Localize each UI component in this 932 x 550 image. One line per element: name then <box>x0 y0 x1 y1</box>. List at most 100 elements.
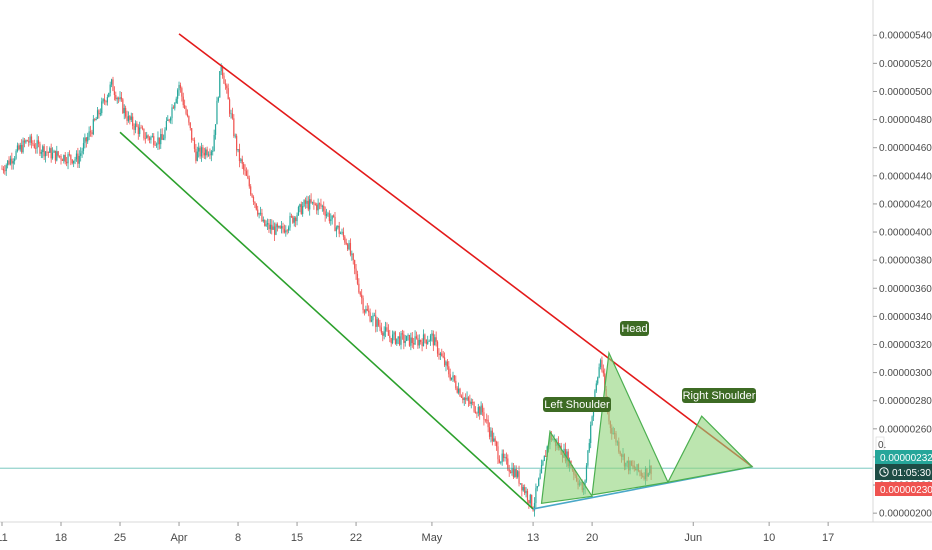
candle-body <box>362 298 364 311</box>
time-tick-label: Jun <box>684 532 702 544</box>
price-tick-label: 0.00000280 <box>879 396 932 407</box>
candle-body <box>129 115 131 120</box>
candle-body <box>304 200 307 204</box>
resistance-trendline[interactable] <box>178 33 753 468</box>
candle-body <box>266 223 269 225</box>
candle-body <box>529 494 531 504</box>
candle-body <box>22 140 24 153</box>
candle-body <box>348 242 350 250</box>
candle-body <box>195 148 197 161</box>
candle-body <box>92 119 94 135</box>
candle-body <box>373 315 375 317</box>
support-trendline[interactable] <box>119 131 534 510</box>
candle-body <box>542 460 544 466</box>
candle-body <box>196 151 198 161</box>
candle-body <box>539 473 541 479</box>
candle-body <box>89 131 92 133</box>
time-axis-panel[interactable] <box>0 522 873 550</box>
candle-body <box>60 156 62 160</box>
candle-body <box>345 242 347 245</box>
candle-body <box>23 140 26 143</box>
price-axis-panel[interactable] <box>873 0 932 522</box>
candle-body <box>133 125 135 130</box>
candle-body <box>517 471 519 477</box>
time-tick-label: 13 <box>527 532 539 544</box>
candle-body <box>486 419 488 421</box>
candle-body <box>130 116 132 120</box>
candle-body <box>200 147 203 157</box>
candle-body <box>168 119 170 121</box>
candle-body <box>493 438 495 442</box>
candle-body <box>116 98 118 100</box>
candle-body <box>206 149 208 156</box>
candle-body <box>94 119 96 121</box>
candle-body <box>474 411 477 413</box>
candle-body <box>397 336 399 339</box>
candle-body <box>273 226 276 235</box>
candle-body <box>184 105 186 109</box>
candle-body <box>167 119 169 121</box>
candle-body <box>212 150 214 152</box>
candle-body <box>51 152 54 159</box>
candle-body <box>49 148 51 153</box>
time-tick-label: 20 <box>586 532 598 544</box>
candle-body <box>109 84 111 93</box>
candle-body <box>46 151 48 153</box>
candle-body <box>328 213 330 222</box>
candle-body <box>283 229 286 233</box>
candle-body <box>507 458 509 470</box>
candle-body <box>192 139 194 141</box>
candle-body <box>522 487 524 491</box>
candle-body <box>241 159 243 164</box>
candle-body <box>604 373 606 390</box>
candle-body <box>264 219 266 226</box>
candle-body <box>2 168 5 171</box>
candle-body <box>480 405 482 415</box>
annotation-left-shoulder[interactable]: Left Shoulder <box>543 397 611 412</box>
candle-body <box>140 127 142 129</box>
candle-body <box>502 453 505 459</box>
price-tick-label: 0.00000520 <box>879 59 932 70</box>
candle-body <box>481 405 484 413</box>
last-price-badge <box>875 482 932 496</box>
candle-body <box>289 216 291 228</box>
candle-body <box>324 211 326 216</box>
candle-body <box>528 500 530 504</box>
candle-body <box>288 227 290 231</box>
candle-body <box>118 98 120 100</box>
candle-body <box>340 233 342 235</box>
candle-body <box>115 95 117 100</box>
candle-body <box>401 333 404 335</box>
candle-body <box>307 200 309 210</box>
candle-body <box>261 212 263 222</box>
candle-body <box>495 441 498 447</box>
head-triangle[interactable] <box>591 350 669 496</box>
candle-body <box>125 107 127 117</box>
candle-body <box>224 83 226 86</box>
price-tick-label: 0.00000340 <box>879 312 932 323</box>
candle-body <box>181 88 183 97</box>
candle-body <box>8 160 10 165</box>
left-shoulder-triangle[interactable] <box>540 429 594 505</box>
candle-body <box>259 212 262 214</box>
candle-body <box>199 147 201 157</box>
candle-body <box>170 118 172 121</box>
candle-body <box>101 101 103 114</box>
candle-body <box>382 332 384 336</box>
candle-body <box>361 294 363 299</box>
candle-body <box>519 483 522 485</box>
candle-body <box>458 388 460 393</box>
candle-body <box>229 99 231 114</box>
price-tick-label: 0.00000540 <box>879 31 932 42</box>
candle-body <box>299 204 301 207</box>
candle-body <box>216 100 218 125</box>
annotation-right-shoulder[interactable]: Right Shoulder <box>682 388 756 403</box>
annotation-head[interactable]: Head <box>620 321 649 336</box>
candle-body <box>524 487 526 494</box>
candle-body <box>302 206 304 215</box>
candle-body <box>460 396 463 398</box>
right-shoulder-triangle[interactable] <box>666 415 754 484</box>
candle-body <box>370 320 373 322</box>
candle-body <box>379 325 381 328</box>
